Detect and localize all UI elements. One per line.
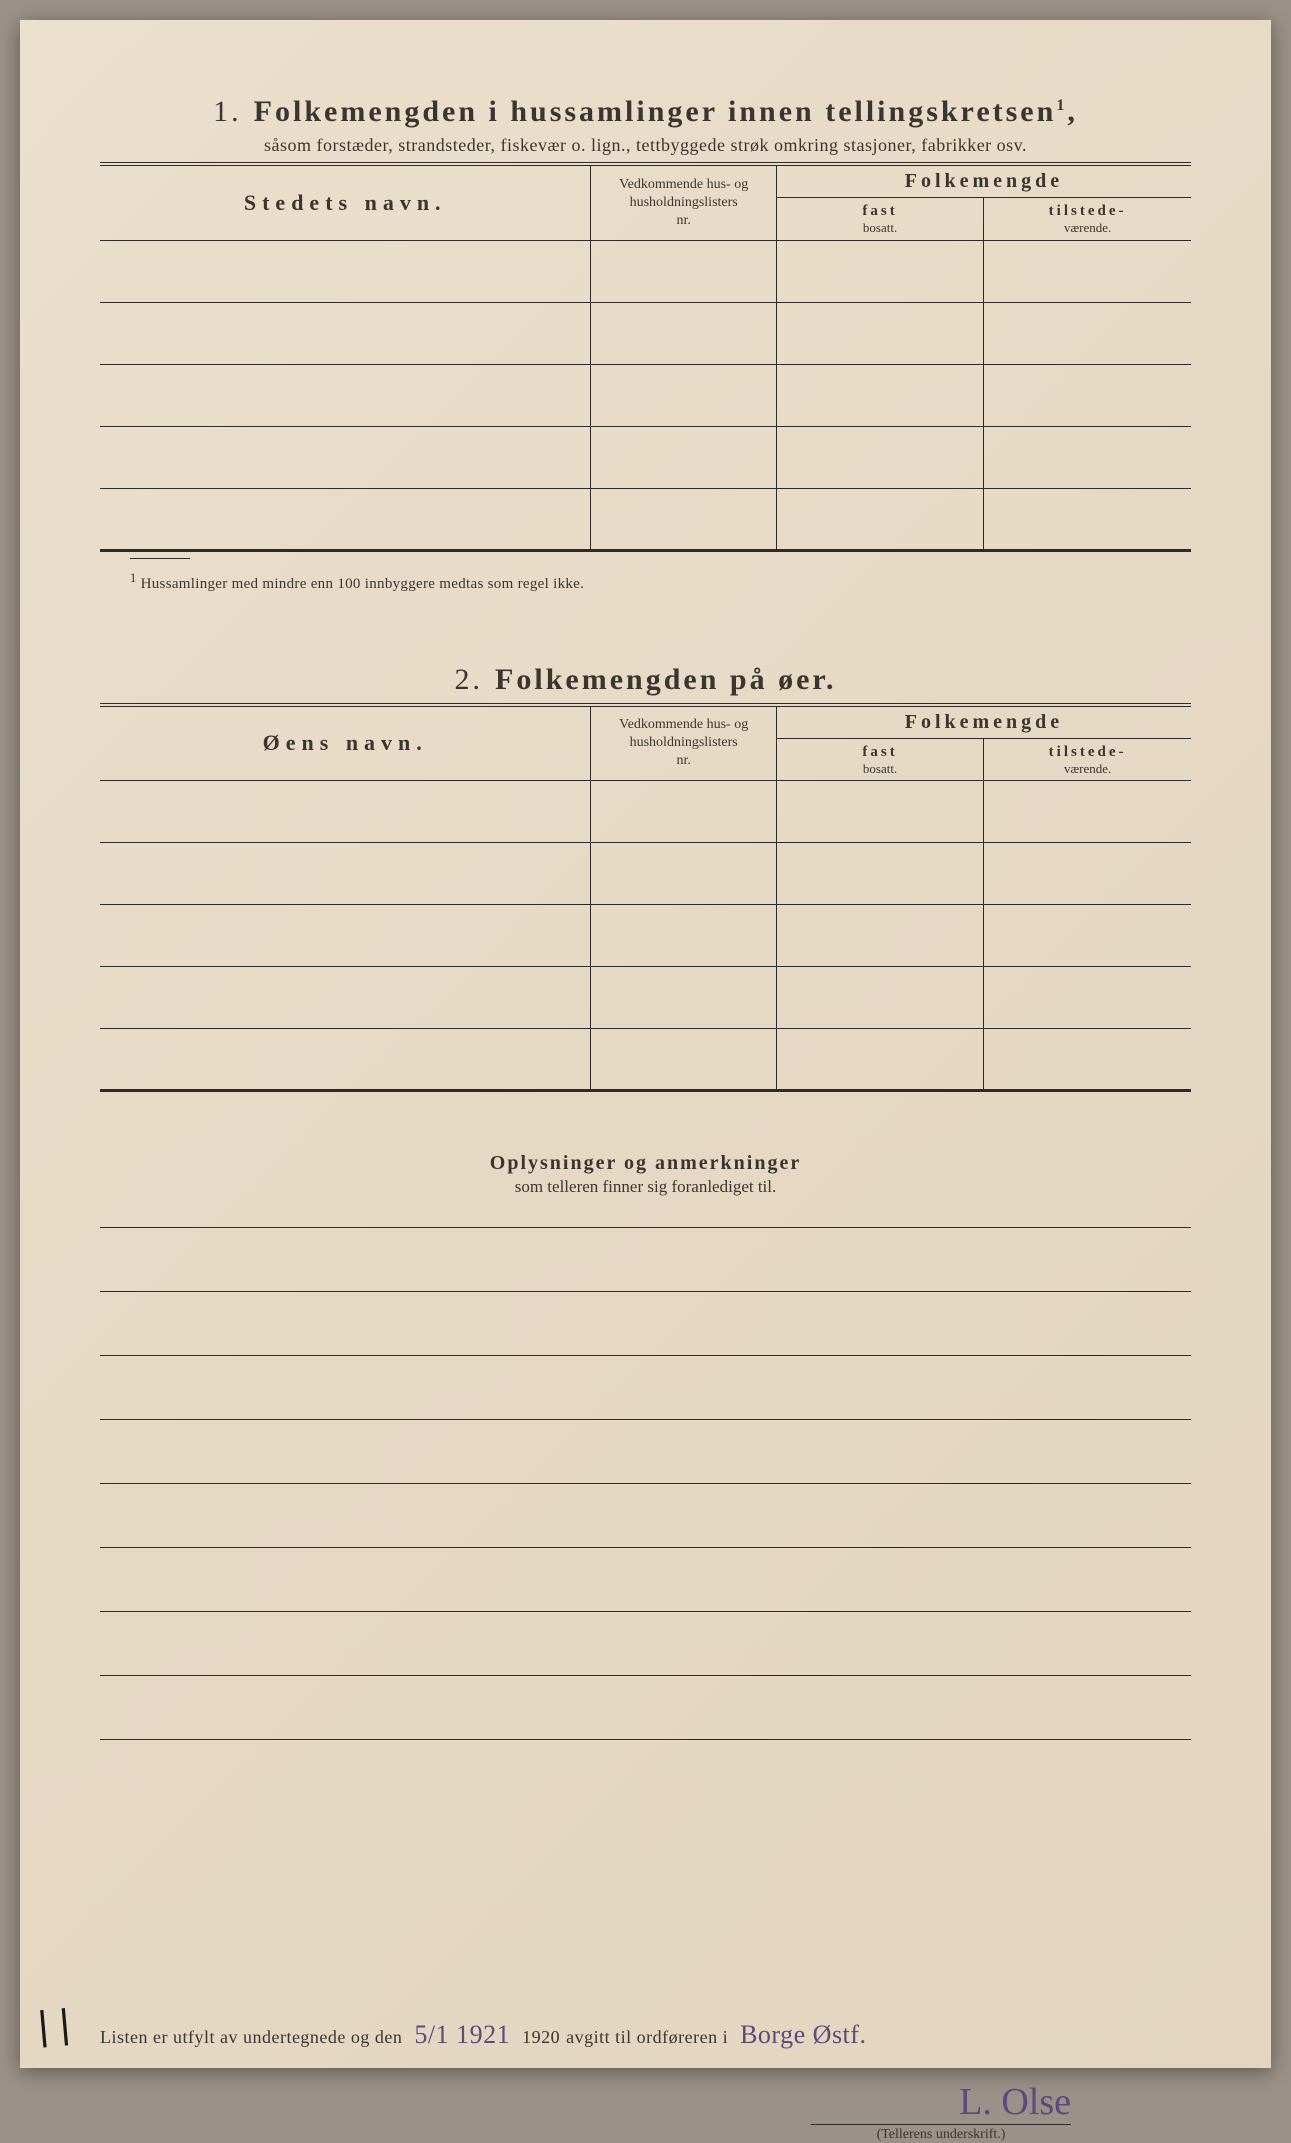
section-1-subtitle: såsom forstæder, strandsteder, fiskevær …	[100, 135, 1191, 156]
section-2: 2. Folkemengden på øer. Øens navn. Vedkom…	[100, 663, 1191, 1093]
cell-fast[interactable]	[776, 781, 983, 843]
attest-mid: avgitt til ordføreren i	[566, 2027, 728, 2048]
cell-ved[interactable]	[591, 240, 776, 302]
th-til: tilstede- værende.	[984, 738, 1191, 781]
th-ved: Vedkommende hus- og husholdningslisters …	[591, 705, 776, 781]
th-ved-l1: Vedkommende hus- og	[619, 717, 748, 732]
footnote-1: 1 Hussamlinger med mindre enn 100 innbyg…	[130, 571, 1191, 593]
cell-ved[interactable]	[591, 781, 776, 843]
remarks-title: Oplysninger og anmerkninger	[100, 1152, 1191, 1175]
cell-ved[interactable]	[591, 488, 776, 550]
th-ved-l3: nr.	[676, 213, 690, 228]
cell-name[interactable]	[100, 240, 591, 302]
th-fast-top: fast	[783, 202, 977, 220]
cell-ved[interactable]	[591, 843, 776, 905]
th-folke: Folkemengde	[776, 164, 1191, 198]
cell-fast[interactable]	[776, 1029, 983, 1091]
th-folke: Folkemengde	[776, 705, 1191, 739]
th-name: Øens navn.	[100, 705, 591, 781]
signature-label: (Tellerens underskrift.)	[811, 2124, 1071, 2143]
cell-til[interactable]	[984, 240, 1191, 302]
attest-before: Listen er utfylt av undertegnede og den	[100, 2027, 402, 2048]
cell-name[interactable]	[100, 364, 591, 426]
section-2-title: 2. Folkemengden på øer.	[100, 663, 1191, 697]
cell-ved[interactable]	[591, 364, 776, 426]
cell-fast[interactable]	[776, 905, 983, 967]
footnote-mark: 1	[130, 571, 137, 585]
section-2-title-text: Folkemengden på øer.	[495, 663, 836, 696]
table-1: Stedets navn. Vedkommende hus- og hushol…	[100, 162, 1191, 552]
edge-mark: | |	[36, 2002, 72, 2050]
th-ved-l2: husholdningslisters	[630, 195, 738, 210]
attestation-line: Listen er utfylt av undertegnede og den …	[100, 2020, 1191, 2050]
cell-fast[interactable]	[776, 967, 983, 1029]
th-fast: fast bosatt.	[776, 738, 983, 781]
th-ved-l3: nr.	[676, 753, 690, 768]
cell-til[interactable]	[984, 364, 1191, 426]
cell-name[interactable]	[100, 302, 591, 364]
cell-til[interactable]	[984, 302, 1191, 364]
cell-fast[interactable]	[776, 843, 983, 905]
cell-ved[interactable]	[591, 302, 776, 364]
cell-til[interactable]	[984, 488, 1191, 550]
remarks-subtitle: som telleren finner sig foranlediget til…	[100, 1177, 1191, 1197]
th-fast: fast bosatt.	[776, 198, 983, 241]
attest-place-hand: Borge Østf.	[734, 2020, 872, 2050]
cell-name[interactable]	[100, 488, 591, 550]
cell-ved[interactable]	[591, 905, 776, 967]
th-til: tilstede- værende.	[984, 198, 1191, 241]
cell-name[interactable]	[100, 1029, 591, 1091]
section-1: 1. Folkemengden i hussamlinger innen tell…	[100, 95, 1191, 593]
cell-til[interactable]	[984, 843, 1191, 905]
footnote-text: Hussamlinger med mindre enn 100 innbygge…	[141, 576, 585, 592]
th-til-top: tilstede-	[990, 202, 1185, 220]
remarks-section: Oplysninger og anmerkninger som telleren…	[100, 1152, 1191, 1740]
attest-date-hand: 5/1 1921	[408, 2020, 516, 2050]
th-til-bot: værende.	[990, 220, 1185, 236]
cell-name[interactable]	[100, 967, 591, 1029]
th-fast-bot: bosatt.	[783, 761, 977, 777]
cell-name[interactable]	[100, 905, 591, 967]
census-form-page: 1. Folkemengden i hussamlinger innen tell…	[20, 20, 1271, 2068]
cell-name[interactable]	[100, 426, 591, 488]
section-1-sup: 1	[1056, 97, 1067, 114]
th-til-top: tilstede-	[990, 743, 1185, 761]
section-2-number: 2.	[455, 663, 484, 696]
footnote-rule	[130, 558, 190, 559]
cell-til[interactable]	[984, 967, 1191, 1029]
th-ved: Vedkommende hus- og husholdningslisters …	[591, 164, 776, 240]
table-2-body	[100, 781, 1191, 1091]
th-ved-l1: Vedkommende hus- og	[619, 177, 748, 192]
section-1-title: 1. Folkemengden i hussamlinger innen tell…	[100, 95, 1191, 129]
cell-fast[interactable]	[776, 302, 983, 364]
cell-til[interactable]	[984, 905, 1191, 967]
th-fast-top: fast	[783, 743, 977, 761]
th-fast-bot: bosatt.	[783, 220, 977, 236]
cell-ved[interactable]	[591, 1029, 776, 1091]
table-1-body	[100, 240, 1191, 550]
cell-fast[interactable]	[776, 364, 983, 426]
cell-til[interactable]	[984, 1029, 1191, 1091]
cell-fast[interactable]	[776, 488, 983, 550]
cell-til[interactable]	[984, 426, 1191, 488]
cell-ved[interactable]	[591, 967, 776, 1029]
cell-name[interactable]	[100, 781, 591, 843]
cell-til[interactable]	[984, 781, 1191, 843]
th-name: Stedets navn.	[100, 164, 591, 240]
signature-hand: L. Olse	[959, 2081, 1071, 2123]
th-ved-l2: husholdningslisters	[630, 735, 738, 750]
th-til-bot: værende.	[990, 761, 1185, 777]
cell-fast[interactable]	[776, 426, 983, 488]
section-1-number: 1.	[213, 95, 242, 128]
section-1-title-text: Folkemengden i hussamlinger innen tellin…	[254, 95, 1057, 128]
cell-name[interactable]	[100, 843, 591, 905]
signature-block: L. Olse (Tellerens underskrift.)	[100, 2080, 1191, 2143]
remarks-lines[interactable]	[100, 1227, 1191, 1740]
table-2: Øens navn. Vedkommende hus- og husholdni…	[100, 703, 1191, 1093]
cell-fast[interactable]	[776, 240, 983, 302]
attest-year: 1920	[522, 2027, 560, 2048]
cell-ved[interactable]	[591, 426, 776, 488]
